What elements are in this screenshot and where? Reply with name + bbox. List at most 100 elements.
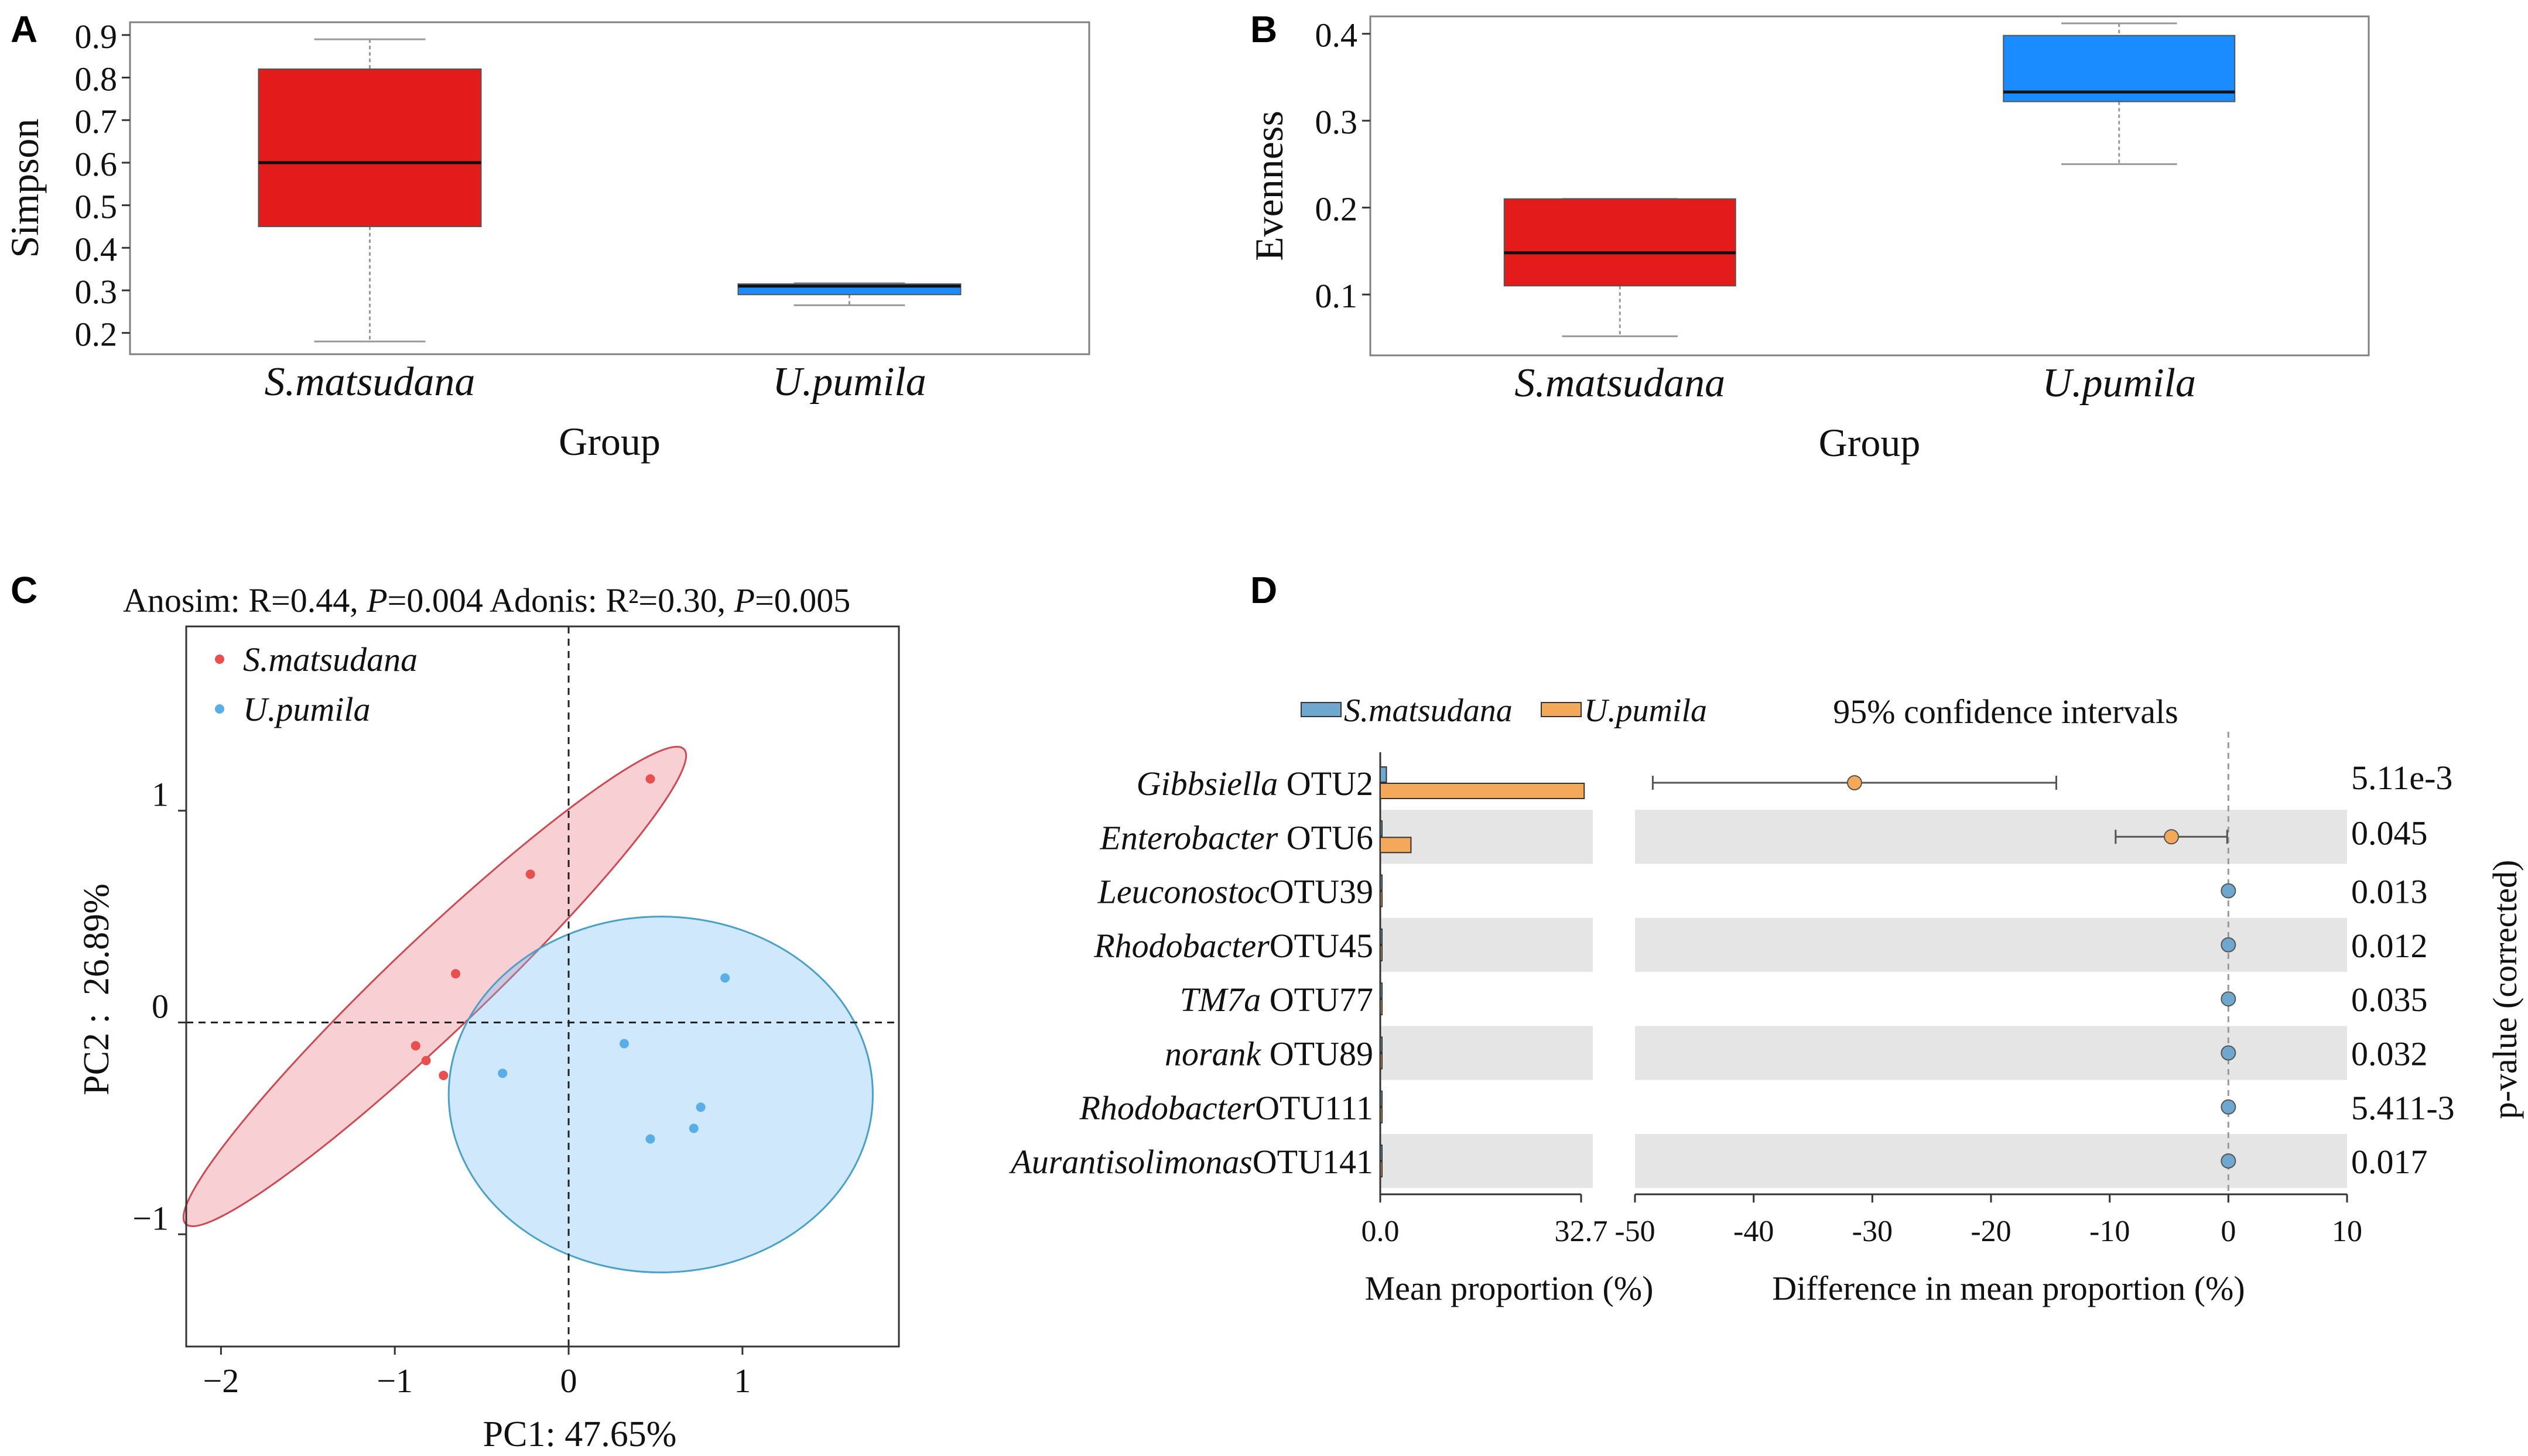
panel-label-d: D (1250, 569, 1277, 611)
bar-s-matsudana (1380, 820, 1383, 837)
x-category-label: U.pumila (772, 359, 926, 405)
y-axis-title: Evenness (1247, 111, 1291, 261)
row-label: RhodobacterOTU111 (1079, 1089, 1373, 1127)
p-value-axis-title: p-value (corrected) (2486, 860, 2524, 1119)
legend-swatch-s-matsudana (1301, 702, 1342, 717)
data-point-s-matsudana (525, 869, 535, 879)
bar-u-pumila (1380, 783, 1585, 799)
bar-u-pumila (1380, 890, 1383, 907)
p-value-label: 5.11e-3 (2351, 759, 2452, 797)
row-label-otu: OTU2 (1278, 765, 1373, 803)
bar-u-pumila (1380, 1106, 1383, 1123)
diff-x-tick-label: -50 (1614, 1215, 1655, 1248)
y-axis-title: Simpson (2, 118, 47, 258)
row-shade-left (1380, 1133, 1593, 1188)
bar-u-pumila (1380, 837, 1412, 854)
difference-point (1846, 775, 1862, 790)
bar-x-axis-title: Mean proportion (%) (1365, 1269, 1654, 1307)
row-label-genus: Aurantisolimonas (1008, 1143, 1253, 1181)
p-value-label: 0.045 (2351, 814, 2428, 852)
ci-legend-label: 95% confidence intervals (1833, 693, 2178, 731)
row-shade-left (1380, 917, 1593, 972)
y-tick-label: 0.3 (75, 273, 118, 311)
bar-u-pumila (1380, 999, 1383, 1016)
row-shade-right (1635, 1026, 2347, 1080)
data-point-u-pumila (689, 1123, 699, 1133)
legend-label: U.pumila (1584, 693, 1707, 729)
y-tick-label: 0.4 (1315, 16, 1358, 54)
p-value-label: 0.032 (2351, 1035, 2428, 1073)
difference-point (2221, 1153, 2236, 1169)
row-label: norank OTU89 (1165, 1035, 1373, 1073)
row-label-otu: OTU141 (1253, 1143, 1373, 1181)
box-s-matsudana (258, 68, 482, 227)
row-label: Gibbsiella OTU2 (1137, 765, 1373, 803)
difference-point (2221, 883, 2236, 899)
y-tick-label: 0.6 (75, 145, 118, 183)
y-tick-label: 0.2 (75, 316, 118, 354)
row-label: Enterobacter OTU6 (1099, 818, 1373, 857)
x-category-label: U.pumila (2043, 361, 2197, 406)
row-label-otu: OTU111 (1255, 1089, 1373, 1127)
panel-label-b: B (1250, 8, 1277, 50)
bar-s-matsudana (1380, 1145, 1383, 1162)
legend-marker (215, 704, 224, 714)
x-tick-label: 0 (560, 1362, 577, 1400)
p-value-label: 0.013 (2351, 873, 2428, 911)
chart-title: Anosim: R=0.44, P=0.004 Adonis: R²=0.30,… (123, 581, 850, 619)
bar-s-matsudana (1380, 1090, 1383, 1107)
plot-frame (1369, 15, 2370, 357)
y-tick-label: 0.9 (75, 18, 118, 56)
bar-u-pumila (1380, 1053, 1383, 1070)
data-point-s-matsudana (439, 1070, 449, 1080)
bar-x-tick-label: 32.7 (1555, 1215, 1608, 1248)
y-tick-label: 0.8 (75, 60, 118, 98)
p-value-label: 5.411-3 (2351, 1089, 2455, 1127)
y-tick-label: −1 (132, 1199, 169, 1237)
bar-s-matsudana (1380, 982, 1383, 999)
x-category-label: S.matsudana (265, 359, 476, 405)
row-label-otu: OTU39 (1270, 873, 1373, 911)
x-tick-label: −2 (203, 1362, 240, 1400)
diff-x-tick-label: -10 (2089, 1215, 2130, 1248)
row-label-otu: OTU77 (1261, 981, 1373, 1019)
data-point-u-pumila (498, 1068, 508, 1078)
legend-label: S.matsudana (1344, 693, 1513, 729)
p-value-label: 0.012 (2351, 927, 2428, 965)
y-tick-label: 0.1 (1315, 277, 1358, 315)
row-shade-left (1380, 1026, 1593, 1080)
x-axis-title: Group (559, 419, 661, 464)
p-value-label: 0.035 (2351, 981, 2428, 1019)
bar-x-tick-label: 0.0 (1362, 1215, 1400, 1248)
y-tick-label: 0.5 (75, 188, 118, 226)
row-label-genus: Enterobacter (1099, 818, 1278, 857)
bar-s-matsudana (1380, 766, 1387, 783)
chart-title-part: =0.004 Adonis: R²=0.30, (388, 581, 734, 619)
data-point-s-matsudana (421, 1056, 431, 1066)
row-label-otu: OTU6 (1278, 818, 1373, 857)
row-label-genus: Gibbsiella (1137, 765, 1278, 803)
y-tick-label: 0.2 (1315, 190, 1358, 228)
x-axis-title: Group (1819, 420, 1921, 465)
x-category-label: S.matsudana (1514, 361, 1725, 406)
plot-frame (129, 21, 1090, 355)
row-label-genus: norank (1165, 1035, 1262, 1073)
row-label-genus: Rhodobacter (1093, 927, 1270, 965)
y-tick-label: 0 (152, 988, 169, 1026)
plot-frame (185, 625, 900, 1348)
bar-u-pumila (1380, 1161, 1383, 1178)
difference-point (2221, 991, 2236, 1007)
difference-point (2221, 1045, 2236, 1061)
chart-title-part: Anosim: R=0.44, (123, 581, 367, 619)
legend-label: S.matsudana (243, 640, 418, 679)
row-label-genus: Rhodobacter (1079, 1089, 1255, 1127)
diff-x-tick-label: -30 (1852, 1215, 1893, 1248)
panel-c-pca-scatter: Anosim: R=0.44, P=0.004 Adonis: R²=0.30,… (77, 581, 900, 1454)
difference-point (2164, 829, 2180, 845)
row-shade-right (1635, 917, 2347, 972)
diff-x-tick-label: -20 (1971, 1215, 2011, 1248)
data-point-u-pumila (720, 973, 730, 983)
panel-label-c: C (11, 569, 37, 611)
data-point-s-matsudana (410, 1041, 420, 1051)
